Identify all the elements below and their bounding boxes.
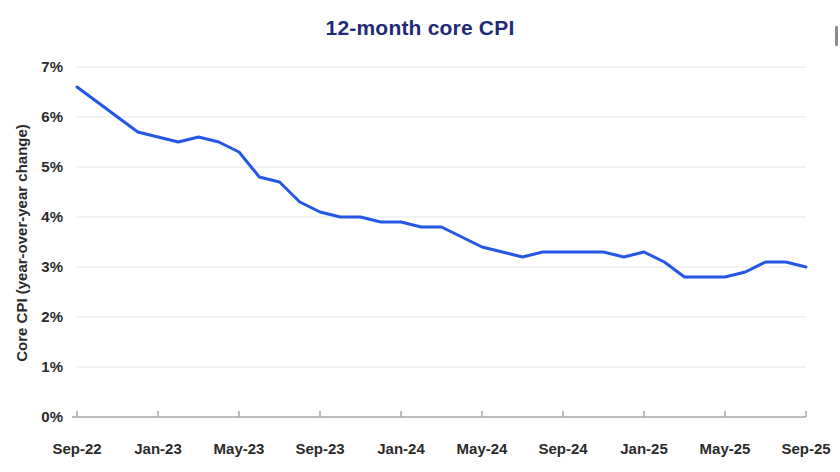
y-tick-label: 5% [0, 158, 63, 176]
y-tick-label: 1% [0, 358, 63, 376]
x-tick-label: Sep-25 [766, 440, 840, 458]
core-cpi-line-series [77, 87, 806, 277]
y-tick-label: 6% [0, 108, 63, 126]
x-tick-label: May-25 [685, 440, 765, 458]
cropped-legend-swatch [835, 26, 838, 46]
x-tick-label: Sep-24 [523, 440, 603, 458]
x-tick-label: Sep-23 [280, 440, 360, 458]
y-tick-label: 0% [0, 408, 63, 426]
x-tick-label: Jan-23 [118, 440, 198, 458]
x-tick-label: Jan-24 [361, 440, 441, 458]
y-tick-label: 2% [0, 308, 63, 326]
y-tick-label: 3% [0, 258, 63, 276]
cpi-chart-figure: 12-month core CPI Core CPI (year-over-ye… [0, 0, 840, 472]
x-tick-label: Jan-25 [604, 440, 684, 458]
plot-area [0, 0, 840, 472]
x-tick-label: May-24 [442, 440, 522, 458]
y-tick-label: 7% [0, 58, 63, 76]
y-tick-label: 4% [0, 208, 63, 226]
x-tick-label: Sep-22 [37, 440, 117, 458]
x-tick-label: May-23 [199, 440, 279, 458]
